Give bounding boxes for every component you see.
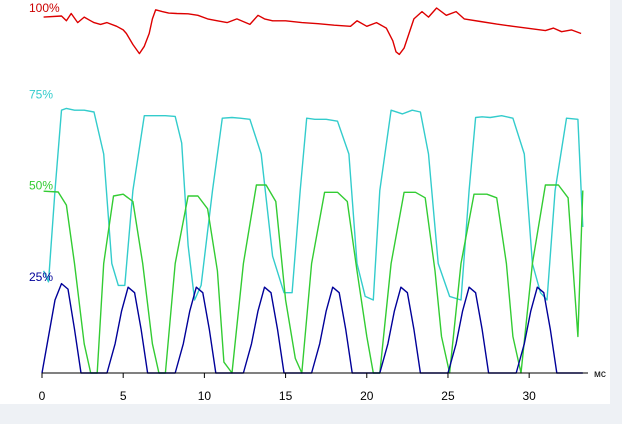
level-label-100: 100% [29,1,60,15]
series-line-1 [42,107,584,301]
x-tick-layer: 0 5 10 15 20 25 30 [39,373,536,403]
x-tick-label-6: 30 [522,389,536,403]
x-tick-label-2: 10 [198,389,212,403]
level-label-25: 25% [29,270,53,284]
series-line-2 [43,184,584,374]
series-layer [41,7,584,374]
x-tick-label-3: 15 [279,389,293,403]
level-label-layer: 100% 75% 50% 25% [29,1,60,284]
x-tick-label-4: 20 [360,389,374,403]
x-tick-label-0: 0 [39,389,46,403]
series-line-0 [43,7,582,56]
series-line-3 [41,282,583,374]
level-label-75: 75% [29,87,53,101]
x-tick-label-5: 25 [441,389,455,403]
level-label-50: 50% [29,179,53,193]
x-tick-label-1: 5 [120,389,127,403]
x-axis-unit-label: мс [594,369,606,380]
